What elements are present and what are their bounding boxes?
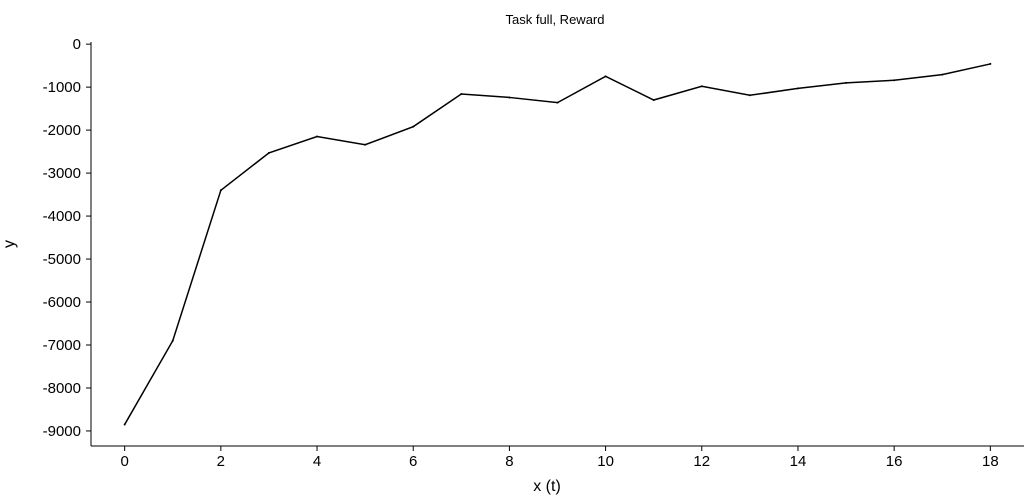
data-point <box>364 143 367 146</box>
data-point <box>796 87 799 90</box>
data-point <box>652 99 655 102</box>
y-tick-label: -7000 <box>43 337 81 354</box>
data-point <box>316 135 319 138</box>
data-point <box>748 94 751 97</box>
x-tick-label: 14 <box>790 453 807 470</box>
series-points <box>123 62 992 426</box>
data-point <box>171 339 174 342</box>
data-point <box>700 85 703 88</box>
y-tick-label: -8000 <box>43 380 81 397</box>
x-tick-label: 16 <box>886 453 903 470</box>
y-tick-label: -3000 <box>43 165 81 182</box>
data-point <box>556 101 559 104</box>
y-tick-label: -1000 <box>43 79 81 96</box>
y-tick-label: -5000 <box>43 251 81 268</box>
x-tick-label: 12 <box>693 453 710 470</box>
x-tick-label: 4 <box>313 453 321 470</box>
y-axis-label: y <box>1 240 18 248</box>
x-tick-label: 0 <box>120 453 128 470</box>
data-point <box>941 73 944 76</box>
data-point <box>123 423 126 426</box>
y-axis-ticks: 0 -1000 -2000 -3000 -4000 -5000 -6000 -7000 -800… <box>43 36 91 440</box>
x-tick-label: 18 <box>982 453 999 470</box>
chart-title: Task full, Reward <box>506 12 605 27</box>
data-point <box>893 79 896 82</box>
x-axis-label: x (t) <box>533 478 561 495</box>
data-point <box>412 125 415 128</box>
data-point <box>219 189 222 192</box>
x-axis-ticks: 0 2 4 6 8 10 12 14 16 18 <box>120 446 999 470</box>
data-point <box>989 62 992 65</box>
data-point <box>508 96 511 99</box>
y-tick-label: 0 <box>73 36 81 53</box>
data-point <box>604 75 607 78</box>
x-tick-label: 6 <box>409 453 417 470</box>
x-tick-label: 2 <box>217 453 225 470</box>
data-point <box>460 93 463 96</box>
data-point <box>267 151 270 154</box>
y-tick-label: -4000 <box>43 208 81 225</box>
x-tick-label: 8 <box>505 453 513 470</box>
series-line <box>124 63 991 425</box>
data-point <box>845 81 848 84</box>
x-tick-label: 10 <box>597 453 614 470</box>
y-tick-label: -6000 <box>43 294 81 311</box>
y-tick-label: -9000 <box>43 423 81 440</box>
y-tick-label: -2000 <box>43 122 81 139</box>
